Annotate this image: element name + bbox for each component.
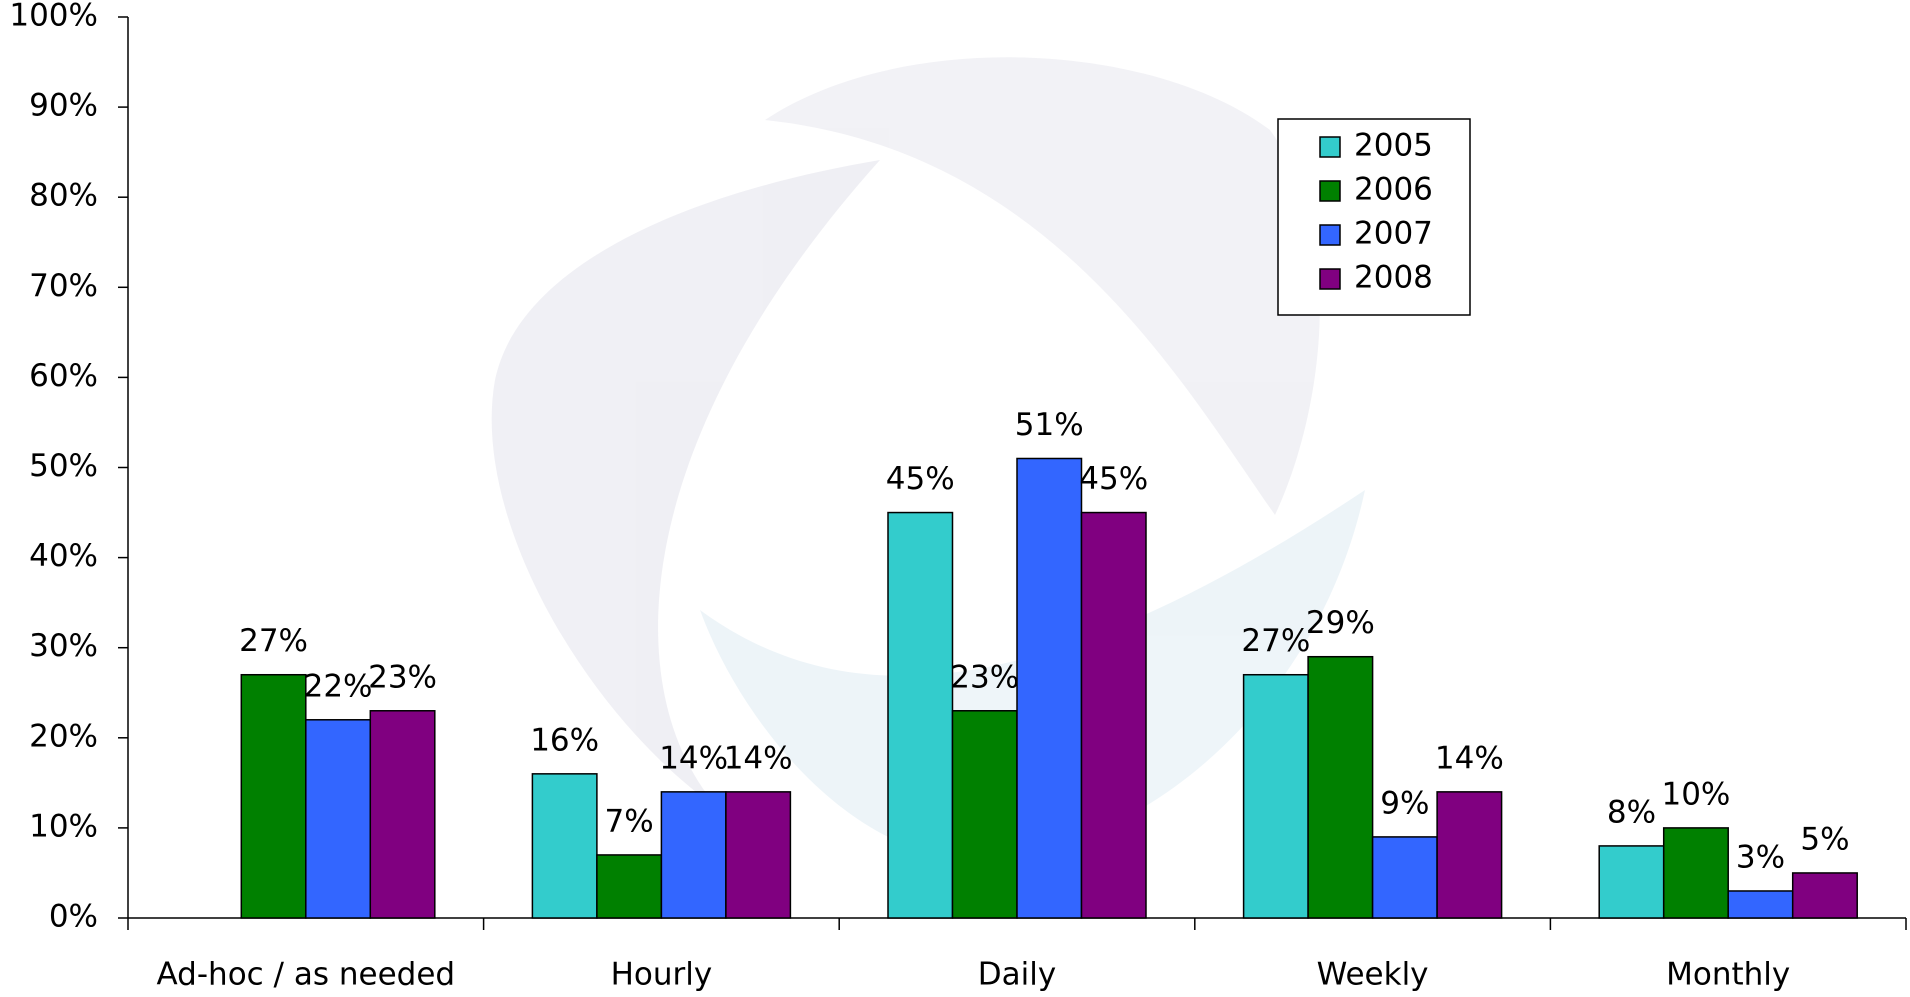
- value-label: 22%: [304, 668, 373, 704]
- legend-swatch: [1319, 180, 1341, 202]
- value-label: 45%: [886, 461, 955, 497]
- bar: [596, 854, 663, 919]
- bar: [1016, 457, 1083, 919]
- watermark-shape: [491, 160, 880, 810]
- value-label: 7%: [605, 803, 654, 839]
- y-tick-label: 100%: [9, 0, 98, 34]
- y-tick-label: 70%: [29, 268, 98, 304]
- value-label: 14%: [1435, 740, 1504, 776]
- bar: [1662, 827, 1729, 919]
- bar: [1727, 890, 1794, 919]
- bar: [1242, 673, 1309, 919]
- bar: [1371, 836, 1438, 919]
- y-tick-label: 90%: [29, 88, 98, 124]
- value-label: 5%: [1800, 821, 1849, 857]
- value-label: 14%: [724, 740, 793, 776]
- legend-box: [1277, 118, 1471, 316]
- bar: [1080, 511, 1147, 919]
- bar: [951, 710, 1018, 919]
- value-label: 51%: [1015, 407, 1084, 443]
- legend-swatch: [1319, 224, 1341, 246]
- bar: [531, 773, 598, 919]
- value-label: 45%: [1079, 461, 1148, 497]
- value-label: 3%: [1736, 839, 1785, 875]
- bar: [1436, 791, 1503, 919]
- legend-label: 2008: [1354, 260, 1433, 296]
- y-tick-label: 20%: [29, 718, 98, 754]
- x-tick-label: Ad-hoc / as needed: [157, 957, 456, 993]
- watermark-shape: [765, 57, 1320, 515]
- legend-swatch: [1319, 136, 1341, 158]
- value-label: 14%: [659, 740, 728, 776]
- bar: [1598, 845, 1665, 919]
- x-tick-label: Weekly: [1317, 957, 1429, 993]
- bar: [1791, 872, 1858, 919]
- y-tick-label: 60%: [29, 358, 98, 394]
- value-label: 10%: [1661, 776, 1730, 812]
- value-label: 27%: [1241, 623, 1310, 659]
- y-tick-label: 10%: [29, 808, 98, 844]
- bar: [369, 710, 436, 919]
- legend-swatch: [1319, 268, 1341, 290]
- value-label: 8%: [1607, 794, 1656, 830]
- bar: [305, 719, 372, 919]
- value-label: 23%: [950, 659, 1019, 695]
- bar: [660, 791, 727, 919]
- value-label: 27%: [239, 623, 308, 659]
- legend-label: 2007: [1354, 216, 1433, 252]
- value-label: 16%: [530, 722, 599, 758]
- bar: [887, 511, 954, 919]
- x-tick-label: Monthly: [1666, 957, 1790, 993]
- y-tick-label: 30%: [29, 628, 98, 664]
- y-tick-label: 50%: [29, 448, 98, 484]
- bar: [240, 673, 307, 919]
- x-tick-label: Daily: [978, 957, 1056, 993]
- legend-label: 2005: [1354, 128, 1433, 164]
- bar: [725, 791, 792, 919]
- value-label: 9%: [1380, 785, 1429, 821]
- x-tick-label: Hourly: [611, 957, 713, 993]
- legend-label: 2006: [1354, 172, 1433, 208]
- value-label: 23%: [368, 659, 437, 695]
- y-tick-label: 80%: [29, 178, 98, 214]
- value-label: 29%: [1306, 605, 1375, 641]
- y-tick-label: 40%: [29, 538, 98, 574]
- y-tick-label: 0%: [49, 899, 98, 935]
- bar: [1307, 655, 1374, 919]
